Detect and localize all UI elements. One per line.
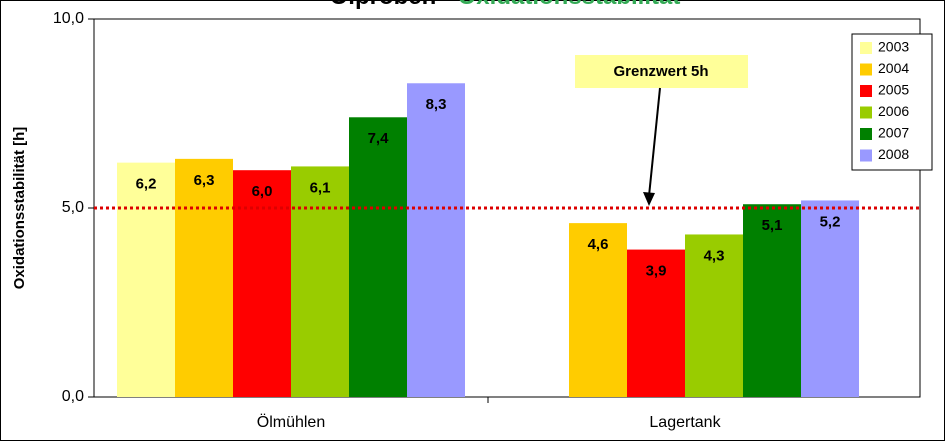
legend-swatch bbox=[860, 85, 872, 97]
bar bbox=[175, 158, 233, 397]
legend-swatch bbox=[860, 42, 872, 54]
value-label: 6,0 bbox=[252, 183, 273, 200]
annotation-box bbox=[575, 55, 748, 88]
bar bbox=[743, 204, 801, 397]
y-tick-label: 0,0 bbox=[62, 388, 84, 405]
arrow-head bbox=[643, 192, 655, 206]
value-label: 6,2 bbox=[136, 176, 157, 193]
legend-label: 2004 bbox=[878, 60, 909, 76]
legend-label: 2006 bbox=[878, 103, 909, 119]
legend-label: 2007 bbox=[878, 125, 909, 141]
legend-label: 2005 bbox=[878, 82, 909, 98]
value-label: 3,9 bbox=[646, 263, 667, 280]
legend-label: 2008 bbox=[878, 146, 909, 162]
bar bbox=[291, 166, 349, 397]
bar bbox=[801, 200, 859, 397]
annotation-arrow bbox=[648, 87, 661, 197]
legend-swatch bbox=[860, 149, 872, 162]
title-part: Ölproben - bbox=[330, 0, 458, 10]
y-axis-label: Oxidationsstabilität [h] bbox=[11, 127, 28, 290]
value-label: 4,3 bbox=[704, 247, 725, 264]
bar bbox=[117, 162, 175, 397]
bar bbox=[569, 223, 627, 397]
x-tick-label: Lagertank bbox=[649, 414, 721, 431]
bar bbox=[233, 170, 291, 397]
legend-swatch bbox=[860, 128, 872, 140]
value-label: 8,3 bbox=[426, 96, 447, 113]
y-tick-label: 5,0 bbox=[62, 199, 84, 216]
bar bbox=[685, 234, 743, 397]
bar bbox=[349, 117, 407, 397]
value-label: 6,3 bbox=[194, 172, 215, 189]
value-label: 7,4 bbox=[368, 130, 390, 147]
annotation: Grenzwert 5h bbox=[613, 63, 708, 80]
value-label: 4,6 bbox=[588, 236, 609, 253]
legend-swatch bbox=[860, 106, 872, 119]
bar bbox=[627, 249, 685, 397]
legend bbox=[851, 33, 933, 171]
value-label: 5,2 bbox=[820, 213, 841, 230]
bar bbox=[407, 83, 465, 397]
legend-swatch bbox=[860, 63, 872, 76]
chart-title: Ölproben - Oxidationsstabilität bbox=[330, 0, 681, 10]
y-tick-label: 10,0 bbox=[53, 10, 84, 27]
legend-label: 2003 bbox=[878, 39, 909, 55]
value-label: 6,1 bbox=[310, 179, 331, 196]
value-label: 5,1 bbox=[762, 217, 783, 234]
x-tick-label: Ölmühlen bbox=[257, 413, 325, 431]
title-part: Oxidationsstabilität bbox=[458, 0, 681, 10]
